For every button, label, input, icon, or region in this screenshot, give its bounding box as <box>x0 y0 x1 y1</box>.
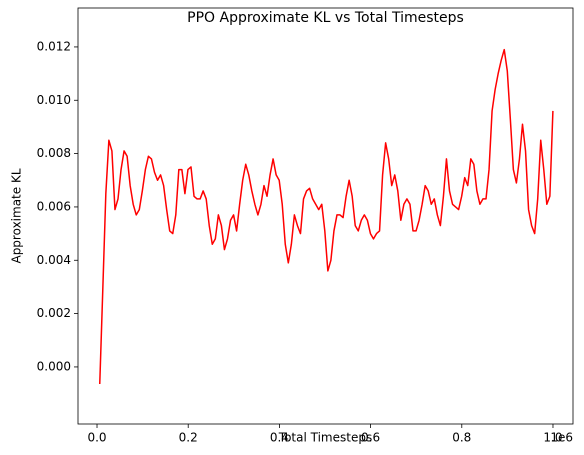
y-tick-label: 0.008 <box>37 146 71 160</box>
chart-title: PPO Approximate KL vs Total Timesteps <box>187 10 464 26</box>
y-tick-label: 0.000 <box>37 359 71 373</box>
x-tick-label: 0.6 <box>361 431 380 445</box>
x-offset-label: 1e6 <box>550 431 573 445</box>
x-tick-label: 0.8 <box>452 431 471 445</box>
y-tick-label: 0.012 <box>37 39 71 53</box>
x-tick-label: 0.0 <box>87 431 106 445</box>
y-tick-label: 0.002 <box>37 306 71 320</box>
data-line <box>99 48 554 385</box>
plot-frame <box>77 7 574 425</box>
x-axis-label: Total Timesteps <box>278 431 372 445</box>
x-tick-label: 0.4 <box>270 431 289 445</box>
x-tick-label: 1.0 <box>543 431 562 445</box>
x-tick-label: 0.2 <box>179 431 198 445</box>
y-tick-label: 0.010 <box>37 93 71 107</box>
y-axis-label: Approximate KL <box>10 168 24 263</box>
y-tick-label: 0.006 <box>37 199 71 213</box>
y-tick-label: 0.004 <box>37 253 71 267</box>
